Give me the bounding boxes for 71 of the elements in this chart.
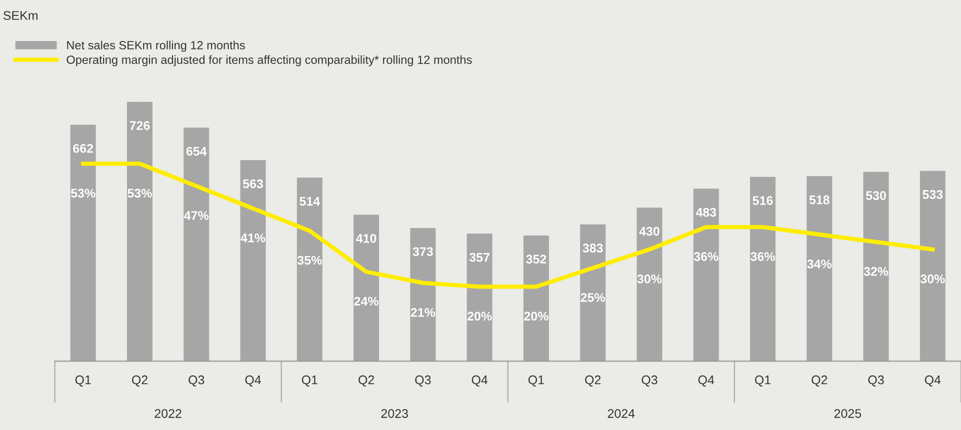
legend-label: Operating margin adjusted for items affecting comparability* rolling 12 months [66,55,472,66]
x-tick-label: Q2 [358,375,374,387]
bar [240,160,266,362]
bar [410,228,436,362]
data-label: 410 [356,234,376,243]
bar [693,188,719,362]
data-label: 726 [130,121,150,130]
data-label: 20% [524,312,548,321]
data-label: 654 [186,146,207,156]
bar [806,176,832,362]
data-label: 662 [73,144,94,153]
bar [636,208,662,362]
data-label: 21% [410,308,436,317]
bar [70,124,96,362]
data-label: 352 [526,254,546,264]
text: SEKm [3,11,38,20]
data-label: 430 [639,226,660,236]
data-label: 25% [580,293,606,302]
data-label: 30% [920,274,945,284]
x-tick-label: Q4 [698,375,714,387]
text: 2025 [834,409,862,418]
data-label: 514 [300,196,320,206]
x-tick-label: Q2 [812,375,828,387]
bar [126,102,152,362]
legend-label: Net sales SEKm rolling 12 months [67,40,245,52]
bar [354,214,380,362]
data-label: 530 [866,191,886,200]
x-tick-label: Q3 [415,375,431,387]
x-tick-label: Q1 [755,375,770,387]
bar [466,234,492,362]
x-tick-label: Q2 [585,375,601,387]
data-label: 47% [184,211,209,220]
data-label: 30% [637,274,662,284]
bar [863,172,889,362]
text: 2024 [608,409,635,418]
text: 2023 [381,409,408,418]
data-label: 20% [467,312,492,321]
x-tick-label: Q1 [75,375,91,387]
data-label: 563 [242,179,263,188]
x-tick-label: Q2 [132,375,148,387]
x-tick-label: Q4 [245,375,261,387]
bar [184,128,210,362]
data-label: 483 [696,208,716,217]
bar [920,170,946,362]
x-tick-label: Q3 [868,375,884,387]
data-label: 373 [412,247,433,256]
data-label: 24% [354,296,378,306]
bar [580,224,606,362]
data-label: 518 [809,195,830,204]
x-tick-label: Q4 [924,375,941,387]
x-tick-label: Q4 [472,375,488,387]
x-tick-label: Q3 [188,375,204,387]
bar [523,235,549,362]
data-label: 533 [922,190,943,199]
data-label: 516 [752,196,773,205]
x-tick-label: Q1 [302,375,318,387]
data-label: 36% [694,252,718,261]
bar [296,178,322,362]
data-label: 41% [240,234,266,242]
x-tick-label: Q3 [642,375,658,387]
x-tick-label: Q1 [528,375,544,387]
text: 2022 [154,409,182,418]
data-label: 36% [750,252,775,261]
data-label: 32% [864,267,888,276]
data-label: 383 [582,244,603,252]
data-label: 35% [297,256,322,265]
data-label: 357 [469,252,490,262]
data-label: 34% [807,260,832,268]
bar [750,176,776,362]
data-label: 53% [70,188,96,198]
data-label: 53% [128,188,152,198]
